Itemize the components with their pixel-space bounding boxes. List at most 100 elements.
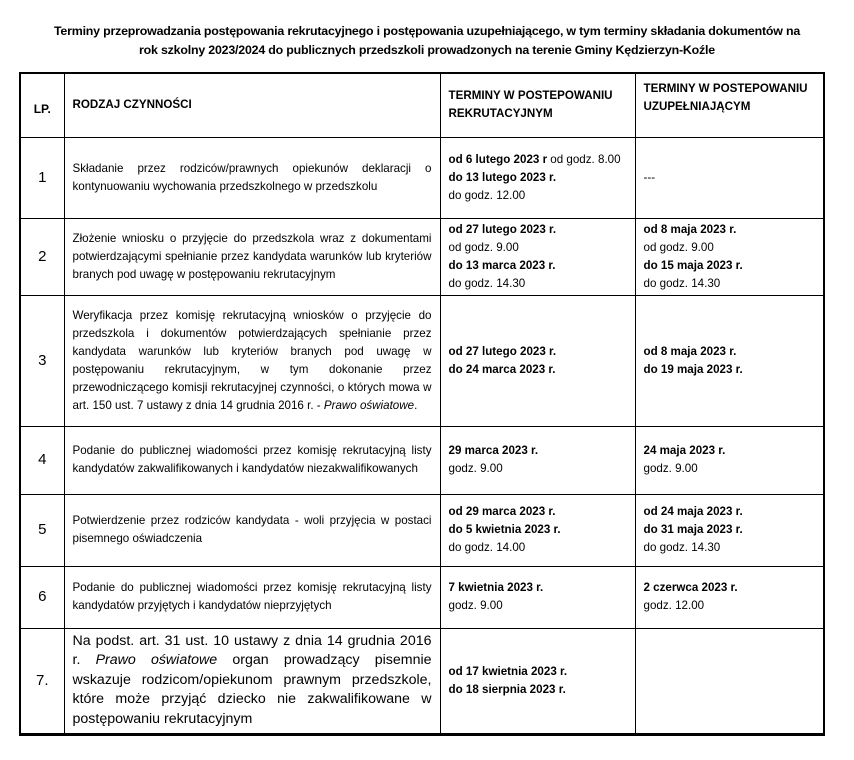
table-header-row: LP. RODZAJ CZYNNOŚCI TERMINY W POSTEPOWA… [19,72,825,138]
date-line: do 19 maja 2023 r. [644,361,816,379]
row-number: 7. [19,627,65,735]
desc-italic: Prawo oświatowe [323,398,415,412]
row-number: 6 [19,565,65,629]
date-line: do godz. 14.30 [644,539,816,557]
date-line: do 13 marca 2023 r. [449,257,627,275]
date-line: do 18 sierpnia 2023 r. [449,681,627,699]
desc-text: Podanie do publicznej wiadomości przez k… [72,444,432,475]
date-line: 24 maja 2023 r. [644,442,816,460]
date-line: do 15 maja 2023 r. [644,257,816,275]
table-row: 5 Potwierdzenie przez rodziców kandydata … [19,493,825,567]
date-line: godz. 9.00 [644,460,816,478]
supplementary-dates: od 8 maja 2023 r. do 19 maja 2023 r. [634,294,825,427]
activity-description: Na podst. art. 31 ust. 10 ustawy z dnia … [63,627,441,735]
activity-description: Składanie przez rodziców/prawnych opieku… [63,136,441,219]
date-line: od 24 maja 2023 r. [644,503,816,521]
table-row: 1 Składanie przez rodziców/prawnych opiek… [19,136,825,219]
desc-text: Na podst. art. 31 ust. 10 ustawy z dnia … [72,632,432,669]
desc-text: Składanie przez rodziców/prawnych opieku… [72,161,432,193]
desc-text: Podanie do publicznej wiadomości przez k… [72,581,432,612]
date-bold: do 5 kwietnia 2023 r. [448,523,561,536]
desc-text-end: . [414,398,418,412]
date-normal: od godz. 8.00 [547,152,621,166]
supplementary-dates [634,627,825,735]
date-line: do godz. 14.30 [644,275,816,293]
date-normal: godz. 12.00 [643,599,705,612]
date-normal: do godz. 14.30 [643,541,721,554]
desc-text: Weryfikacja przez komisję rekrutacyjną w… [72,308,432,412]
date-line: od 29 marca 2023 r. [449,503,627,521]
date-line: --- [644,169,816,187]
supplementary-dates: 2 czerwca 2023 r. godz. 12.00 [634,565,825,629]
recruitment-dates: od 29 marca 2023 r. do 5 kwietnia 2023 r.… [439,493,636,567]
date-bold: do 24 marca 2023 r. [448,362,556,376]
table-row: 4 Podanie do publicznej wiadomości przez … [19,425,825,495]
date-bold: od 17 kwietnia 2023 r. [448,664,568,678]
date-line: od 6 lutego 2023 r od godz. 8.00 [449,151,627,169]
date-bold: od 29 marca 2023 r. [448,505,556,518]
document-title: Terminy przeprowadzania postępowania rek… [20,22,834,60]
row-number: 2 [19,217,65,296]
date-line: do 31 maja 2023 r. [644,521,816,539]
supplementary-dates: 24 maja 2023 r. godz. 9.00 [634,425,825,495]
date-bold: do 31 maja 2023 r. [643,523,743,536]
activity-description: Złożenie wniosku o przyjęcie do przedszk… [63,217,441,296]
date-bold: od 8 maja 2023 r. [643,222,737,236]
activity-description: Podanie do publicznej wiadomości przez k… [63,425,441,495]
date-bold: od 8 maja 2023 r. [643,344,737,358]
date-bold: do 18 sierpnia 2023 r. [448,682,566,696]
date-line: do 24 marca 2023 r. [449,361,627,379]
date-bold: 24 maja 2023 r. [643,444,726,457]
date-line: od 27 lutego 2023 r. [449,221,627,239]
date-bold: od 27 lutego 2023 r. [448,344,557,358]
row-number: 5 [19,493,65,567]
recruitment-dates: 7 kwietnia 2023 r. godz. 9.00 [439,565,636,629]
row-number: 4 [19,425,65,495]
table-row: 3 Weryfikacja przez komisję rekrutacyjną … [19,294,825,427]
date-normal: do godz. 14.30 [448,276,526,290]
date-bold: do 13 lutego 2023 r. [448,170,557,184]
desc-text: Potwierdzenie przez rodziców kandydata -… [72,514,432,545]
header-recruitment: TERMINY W POSTEPOWANIU REKRUTACYJNYM [439,72,636,138]
desc-text: Złożenie wniosku o przyjęcie do przedszk… [72,231,432,281]
header-supplementary: TERMINY W POSTEPOWANIU UZUPEŁNIAJĄCYM [634,72,825,138]
date-line: od godz. 9.00 [644,239,816,257]
date-line: godz. 12.00 [644,597,816,615]
date-line: od 8 maja 2023 r. [644,221,816,239]
date-bold: do 13 marca 2023 r. [448,258,556,272]
date-bold: 7 kwietnia 2023 r. [448,581,544,594]
header-activity: RODZAJ CZYNNOŚCI [63,72,441,138]
supplementary-dates: od 8 maja 2023 r. od godz. 9.00 do 15 maja… [634,217,825,296]
date-line: od godz. 9.00 [449,239,627,257]
date-normal: godz. 9.00 [448,462,503,475]
date-line: 2 czerwca 2023 r. [644,579,816,597]
date-line: do 5 kwietnia 2023 r. [449,521,627,539]
activity-description: Potwierdzenie przez rodziców kandydata -… [63,493,441,567]
date-normal: godz. 9.00 [643,462,698,475]
date-normal: do godz. 12.00 [448,188,526,202]
title-line-2: rok szkolny 2023/2024 do publicznych prz… [139,43,715,57]
date-normal: godz. 9.00 [448,599,503,612]
date-line: godz. 9.00 [449,597,627,615]
recruitment-dates: od 27 lutego 2023 r. do 24 marca 2023 r. [439,294,636,427]
header-lp: LP. [19,72,65,138]
date-bold: od 27 lutego 2023 r. [448,222,557,236]
recruitment-dates: od 17 kwietnia 2023 r. do 18 sierpnia 202… [439,627,636,735]
recruitment-dates: od 27 lutego 2023 r. od godz. 9.00 do 13 m… [439,217,636,296]
row-number: 3 [19,294,65,427]
date-normal: od godz. 9.00 [448,240,519,254]
date-line: do godz. 14.00 [449,539,627,557]
activity-description: Podanie do publicznej wiadomości przez k… [63,565,441,629]
date-bold: do 15 maja 2023 r. [643,258,743,272]
date-normal: do godz. 14.30 [643,276,721,290]
date-line: do godz. 12.00 [449,187,627,205]
date-line: od 8 maja 2023 r. [644,343,816,361]
title-line-1: Terminy przeprowadzania postępowania rek… [53,24,801,38]
date-bold: 2 czerwca 2023 r. [643,581,738,594]
date-line: godz. 9.00 [449,460,627,478]
date-line: od 27 lutego 2023 r. [449,343,627,361]
date-line: do 13 lutego 2023 r. [449,169,627,187]
row-number: 1 [19,136,65,219]
activity-description: Weryfikacja przez komisję rekrutacyjną w… [63,294,441,427]
date-bold: od 24 maja 2023 r. [643,505,743,518]
